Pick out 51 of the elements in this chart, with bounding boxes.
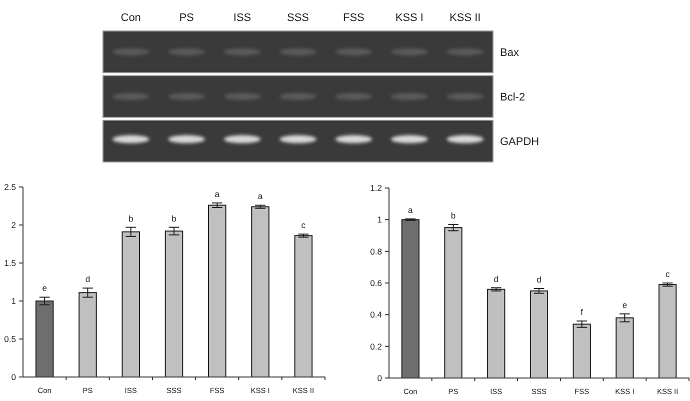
annotation: c (665, 269, 670, 279)
bar (658, 284, 677, 378)
annotation: a (214, 188, 220, 199)
y-tick-label: 0.8 (370, 246, 382, 256)
bar (78, 292, 97, 378)
annotation: b (172, 213, 177, 224)
annotation: b (128, 213, 134, 224)
annotation: d (536, 274, 542, 285)
bar (251, 206, 270, 378)
bar (444, 227, 462, 378)
bar (616, 317, 634, 378)
category-label: Bcl-2 (500, 92, 526, 104)
y-tick-label: 0 (377, 373, 382, 383)
category-label: SSS (286, 12, 310, 24)
annotation: b (450, 210, 456, 220)
y-tick-label: 1 (377, 214, 382, 225)
annotation: f (580, 307, 584, 317)
annotation: e (622, 300, 628, 310)
bar (35, 300, 54, 378)
category-label: PS (179, 12, 194, 24)
annotation: a (408, 204, 414, 215)
annotation: d (85, 274, 90, 284)
bar (572, 324, 591, 378)
bar (208, 204, 226, 378)
bar (294, 235, 313, 378)
y-tick-label: 0.4 (370, 310, 382, 320)
annotation: d (494, 274, 499, 284)
category-label: FSS (343, 12, 364, 24)
y-tick-label: 0.6 (370, 278, 382, 288)
bar (487, 288, 506, 378)
annotation: e (42, 283, 48, 294)
category-label: GAPDH (500, 136, 540, 148)
category-label: KSS I (395, 12, 424, 24)
category-label: Con (120, 12, 141, 24)
category-label: Bax (500, 46, 519, 59)
bar (122, 231, 140, 378)
annotation: a (258, 191, 263, 202)
y-tick-label: 2.5 (4, 182, 16, 192)
y-tick-label: 1.5 (4, 258, 16, 268)
annotation: c (301, 220, 306, 230)
bar (401, 219, 420, 378)
y-tick-label: 0.2 (370, 341, 382, 352)
y-tick-label: 2 (11, 220, 16, 230)
category-label: ISS (233, 12, 252, 24)
bar (530, 290, 548, 378)
y-tick-label: 0.5 (4, 334, 16, 344)
y-tick-label: 1 (11, 296, 16, 306)
y-tick-label: 1.2 (370, 183, 382, 193)
bar (164, 230, 184, 378)
category-label: KSS II (450, 12, 481, 24)
y-tick-label: 0 (11, 372, 16, 382)
